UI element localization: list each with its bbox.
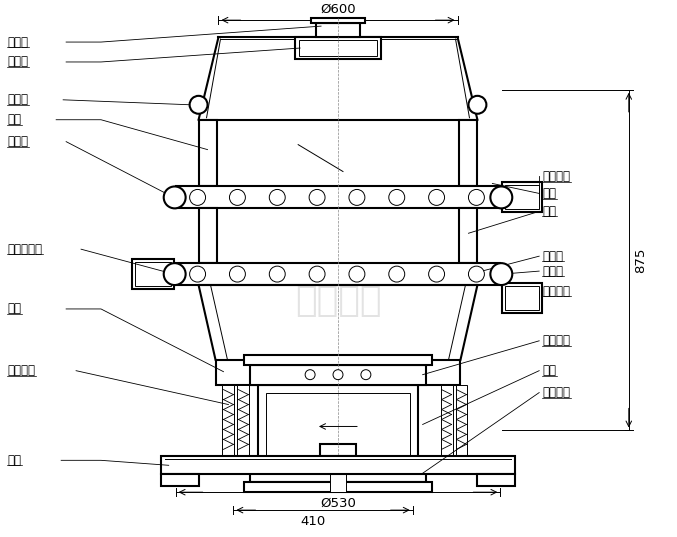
Bar (132, 259, 174, 289)
Text: 上部重锤: 上部重锤 (542, 335, 570, 347)
Bar (316, 23, 360, 37)
Bar (502, 183, 542, 212)
Circle shape (490, 263, 512, 285)
Bar (311, 18, 365, 23)
Text: 小束环: 小束环 (7, 93, 28, 106)
Circle shape (164, 263, 185, 285)
Text: 下部重锤: 下部重锤 (542, 386, 570, 399)
Text: 粗出料口: 粗出料口 (542, 170, 570, 183)
Circle shape (349, 190, 365, 205)
Text: 中粗出料口: 中粗出料口 (7, 243, 43, 256)
Bar (259, 384, 418, 465)
Circle shape (269, 266, 285, 282)
Bar (198, 208, 217, 263)
Text: 大汉机械: 大汉机械 (294, 284, 381, 318)
Bar (244, 355, 432, 365)
Bar (266, 393, 410, 456)
Circle shape (305, 369, 315, 380)
Circle shape (190, 96, 208, 114)
Bar (320, 445, 356, 456)
Text: 底框: 底框 (7, 302, 22, 315)
Circle shape (269, 190, 285, 205)
Text: 底座: 底座 (7, 454, 22, 467)
Bar (175, 263, 500, 285)
Bar (160, 474, 198, 486)
Bar (135, 262, 171, 286)
Circle shape (309, 190, 325, 205)
Text: 875: 875 (634, 248, 647, 273)
Circle shape (230, 190, 245, 205)
Circle shape (309, 266, 325, 282)
Bar (460, 208, 477, 263)
Bar (456, 384, 467, 456)
Text: 电机: 电机 (542, 364, 556, 377)
Bar (215, 360, 460, 384)
Bar (502, 283, 542, 313)
Circle shape (429, 190, 445, 205)
Circle shape (333, 369, 343, 380)
Text: 进料口: 进料口 (7, 35, 28, 48)
Bar (244, 482, 432, 492)
Text: 上框: 上框 (7, 113, 22, 126)
Circle shape (361, 369, 371, 380)
Text: 弹跳球: 弹跳球 (542, 250, 563, 263)
Bar (295, 37, 381, 59)
Text: Ø600: Ø600 (320, 3, 356, 16)
Bar (330, 456, 346, 492)
Text: 网架: 网架 (542, 187, 556, 200)
Circle shape (468, 266, 485, 282)
Text: 减震弹簧: 减震弹簧 (7, 364, 35, 377)
Text: 大束环: 大束环 (7, 135, 28, 148)
Bar (505, 185, 539, 209)
Bar (238, 384, 249, 456)
Circle shape (389, 190, 405, 205)
Text: 中框: 中框 (542, 205, 556, 218)
Bar (250, 465, 426, 482)
Bar (223, 384, 234, 456)
Bar (299, 40, 377, 56)
Bar (441, 384, 452, 456)
Text: 410: 410 (301, 515, 326, 528)
Circle shape (389, 266, 405, 282)
Text: 细出料口: 细出料口 (542, 285, 570, 297)
Bar (505, 286, 539, 310)
Bar (198, 120, 217, 186)
Circle shape (190, 266, 206, 282)
Bar (160, 456, 515, 474)
Circle shape (190, 190, 206, 205)
Circle shape (429, 266, 445, 282)
Circle shape (490, 186, 512, 208)
Circle shape (230, 266, 245, 282)
Bar (460, 120, 477, 186)
Circle shape (164, 186, 185, 208)
Circle shape (468, 96, 486, 114)
Bar (477, 474, 515, 486)
Circle shape (349, 266, 365, 282)
Circle shape (468, 190, 485, 205)
Bar (175, 186, 500, 208)
Bar (250, 365, 426, 384)
Text: 挡球环: 挡球环 (542, 265, 563, 278)
Text: 防尘盖: 防尘盖 (7, 55, 28, 69)
Text: Ø530: Ø530 (320, 497, 356, 510)
